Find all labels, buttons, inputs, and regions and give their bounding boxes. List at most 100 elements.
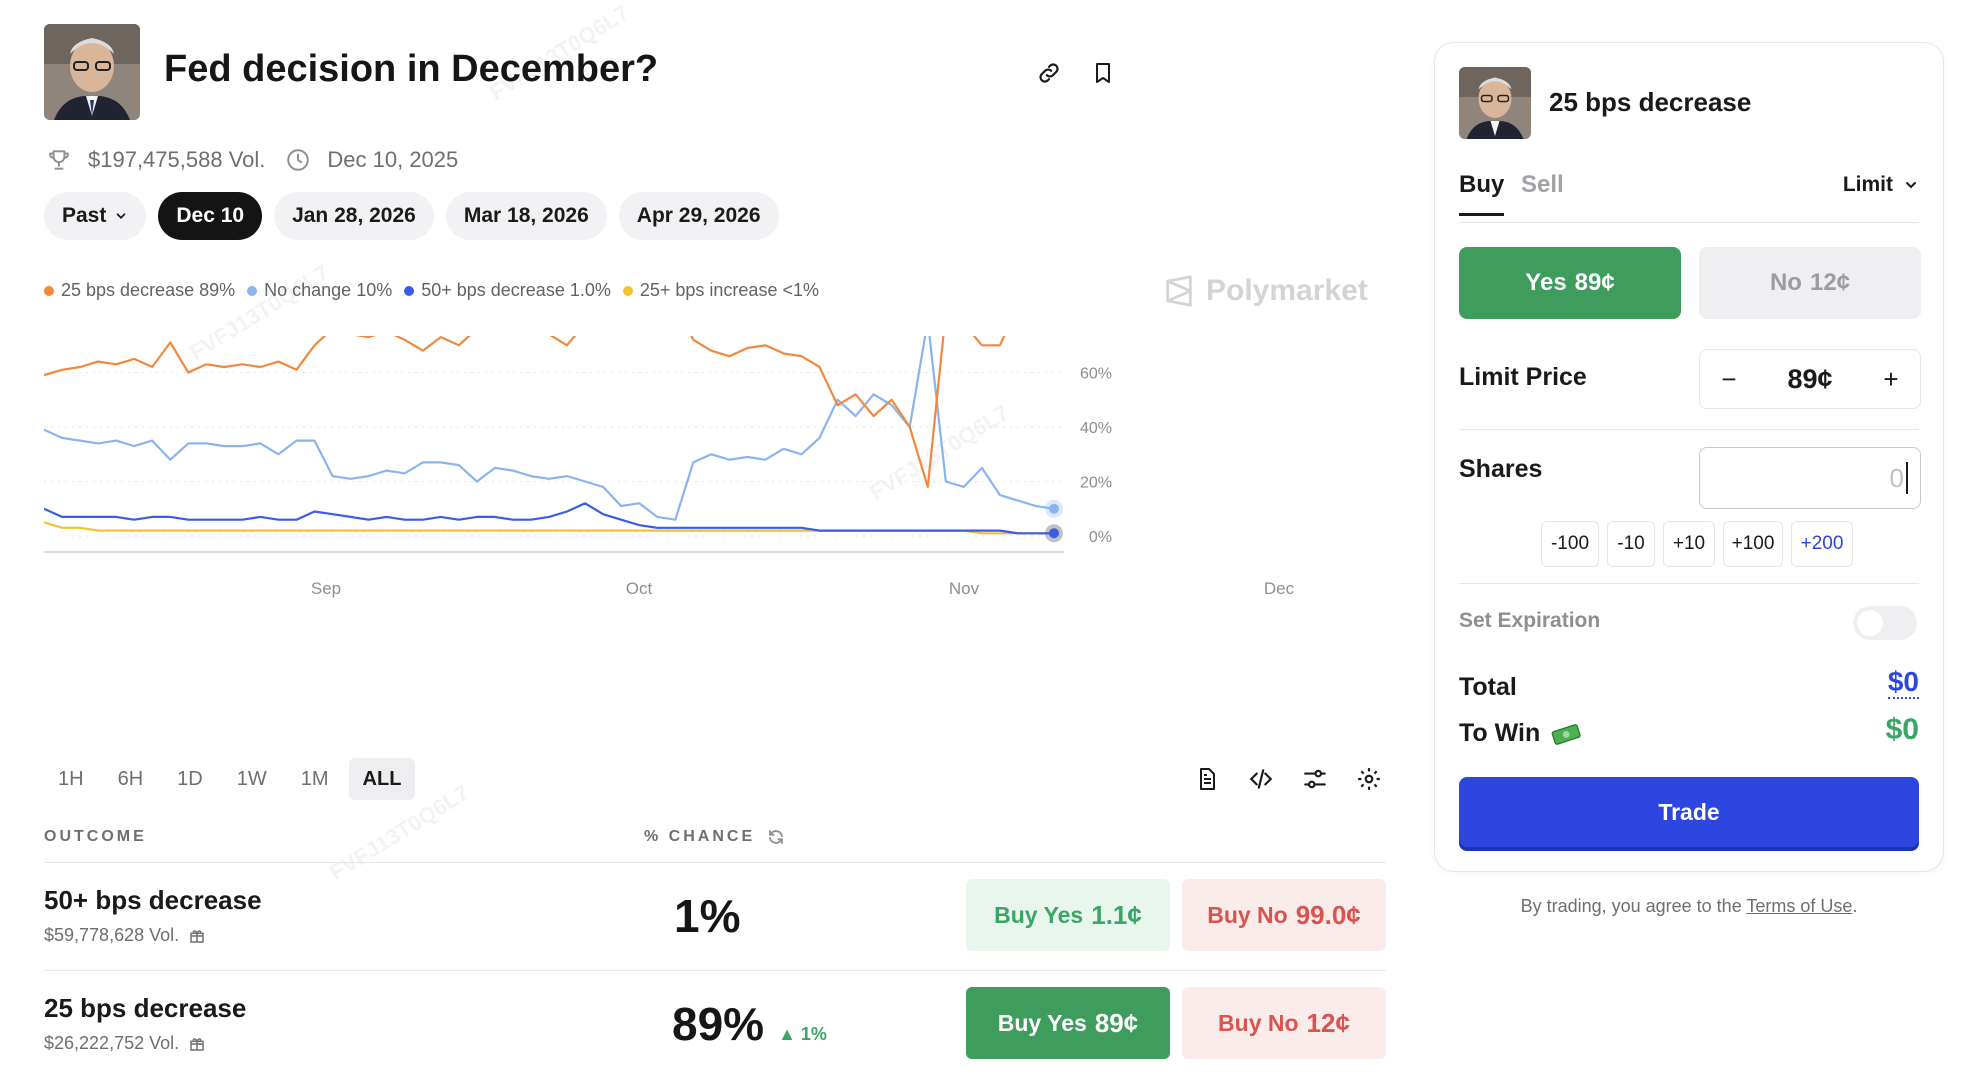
series-endpoint [1049,503,1059,514]
tab-dec-10[interactable]: Dec 10 [158,192,263,240]
tab-past[interactable]: Past [44,192,147,240]
limit-price-value[interactable]: 89¢ [1787,363,1833,394]
expiration-toggle[interactable] [1853,606,1917,640]
range-6h[interactable]: 6H [117,767,144,790]
series-line [44,502,1054,535]
polymarket-watermark: Polymarket [1162,274,1368,308]
outcome-name: 50+ bps decrease [44,885,262,915]
trade-button[interactable]: Trade [1459,777,1919,847]
outcome-row[interactable]: 50+ bps decrease $59,778,628 Vol. 1% Buy… [44,862,1386,970]
money-icon [1551,723,1581,745]
market-main: Fed decision in December? $197,475,588 V… [44,0,1386,1092]
qty-minus-100-button[interactable]: -100 [1541,521,1599,567]
limit-price-stepper: − 89¢ + [1699,349,1921,409]
tab-buy[interactable]: Buy [1459,171,1505,216]
market-end-date: Dec 10, 2025 [327,147,459,172]
buy-no-button[interactable]: Buy No 99.0¢ [1182,879,1386,951]
sliders-icon[interactable] [1298,762,1332,796]
divider [1459,583,1919,584]
y-tick-label: 40% [1080,420,1112,437]
column-outcome: OUTCOME [44,828,147,845]
market-avatar [44,24,140,120]
yes-outcome-button[interactable]: Yes 89¢ [1459,247,1681,319]
outcome-avatar [1459,67,1531,139]
x-tick-label: Dec [1264,579,1295,598]
trophy-icon [44,145,74,175]
outcome-chance: 89% ▲ 1% [672,998,827,1050]
outcome-chance: 1% [674,890,741,942]
link-icon[interactable] [1032,56,1066,90]
legend-item: 25+ bps increase <1% [622,280,819,301]
qty-plus-10-button[interactable]: +10 [1663,521,1715,567]
set-expiration-label: Set Expiration [1459,609,1601,632]
outcome-volume: $59,778,628 Vol. [44,925,205,946]
buy-yes-button[interactable]: Buy Yes 89¢ [966,987,1170,1059]
chart-legend: 25 bps decrease 89% No change 10% 50+ bp… [44,280,819,301]
embed-code-icon[interactable] [1244,762,1278,796]
y-tick-label: 0% [1089,529,1112,546]
tab-mar-18-2026[interactable]: Mar 18, 2026 [445,192,607,240]
gift-icon [190,1037,204,1051]
terms-notice: By trading, you agree to the Terms of Us… [1520,896,1858,916]
shares-input[interactable]: 0 [1699,447,1921,509]
chance-delta: ▲ 1% [778,1024,827,1044]
outcome-volume: $26,222,752 Vol. [44,1033,205,1054]
range-1w[interactable]: 1W [236,767,267,790]
qty-minus-10-button[interactable]: -10 [1607,521,1655,567]
range-1d[interactable]: 1D [177,767,203,790]
legend-item: No change 10% [247,280,392,301]
chevron-down-icon [116,213,126,219]
date-tabs: Past Dec 10 Jan 28, 2026 Mar 18, 2026 Ap… [44,192,779,240]
outcome-row[interactable]: 25 bps decrease $26,222,752 Vol. 89% ▲ 1… [44,970,1386,1078]
selected-outcome: 25 bps decrease [1549,87,1752,117]
buy-yes-button[interactable]: Buy Yes 1.1¢ [966,879,1170,951]
increment-button[interactable]: + [1883,363,1899,394]
x-tick-label: Sep [311,579,341,598]
x-tick-label: Oct [626,579,653,598]
divider [1459,429,1919,430]
range-1m[interactable]: 1M [300,767,329,790]
buy-no-button[interactable]: Buy No 12¢ [1182,987,1386,1059]
qty-plus-100-button[interactable]: +100 [1723,521,1783,567]
clock-icon [283,145,313,175]
document-icon[interactable] [1190,762,1224,796]
total-label: Total [1459,673,1517,701]
range-all[interactable]: ALL [348,758,416,800]
market-volume: $197,475,588 Vol. [88,147,266,172]
time-range-tabs: 1H 6H 1D 1W 1M ALL [44,758,416,800]
market-header: Fed decision in December? [44,24,1386,120]
market-meta: $197,475,588 Vol. Dec 10, 2025 [44,142,458,178]
tab-jan-28-2026[interactable]: Jan 28, 2026 [274,192,434,240]
to-win-value: $0 [1885,713,1919,746]
qty-plus-200-button[interactable]: +200 [1791,521,1853,567]
no-outcome-button[interactable]: No 12¢ [1699,247,1921,319]
bookmark-icon[interactable] [1086,56,1120,90]
range-1h[interactable]: 1H [58,767,84,790]
chart-tools [1190,762,1386,796]
order-type-select[interactable]: Limit [1843,173,1919,197]
legend-item: 25 bps decrease 89% [44,280,235,301]
decrement-button[interactable]: − [1721,363,1737,394]
series-endpoint [1049,528,1059,539]
shares-label: Shares [1459,455,1543,483]
series-line [44,336,1006,488]
to-win-label: To Win [1459,719,1582,748]
y-tick-label: 20% [1080,475,1112,492]
gift-icon [190,929,204,943]
tab-sell[interactable]: Sell [1521,171,1564,198]
series-line [44,336,1055,521]
total-value[interactable]: $0 [1887,666,1919,699]
buy-sell-tabs: Buy Sell Limit [1459,167,1919,223]
outcome-name: 25 bps decrease [44,993,247,1023]
page-title: Fed decision in December? [164,48,659,90]
refresh-icon[interactable] [767,828,785,846]
tab-apr-29-2026[interactable]: Apr 29, 2026 [618,192,779,240]
y-tick-label: 60% [1080,366,1112,383]
settings-gear-icon[interactable] [1352,762,1386,796]
trade-panel: 25 bps decrease Buy Sell Limit Yes 89¢ No… [1434,42,1944,872]
terms-of-use-link[interactable]: Terms of Use [1746,896,1853,916]
triangle-up-icon: ▲ [778,1024,796,1044]
outcome-table-header: OUTCOME % CHANCE [44,828,1386,868]
column-chance: % CHANCE [644,828,785,846]
